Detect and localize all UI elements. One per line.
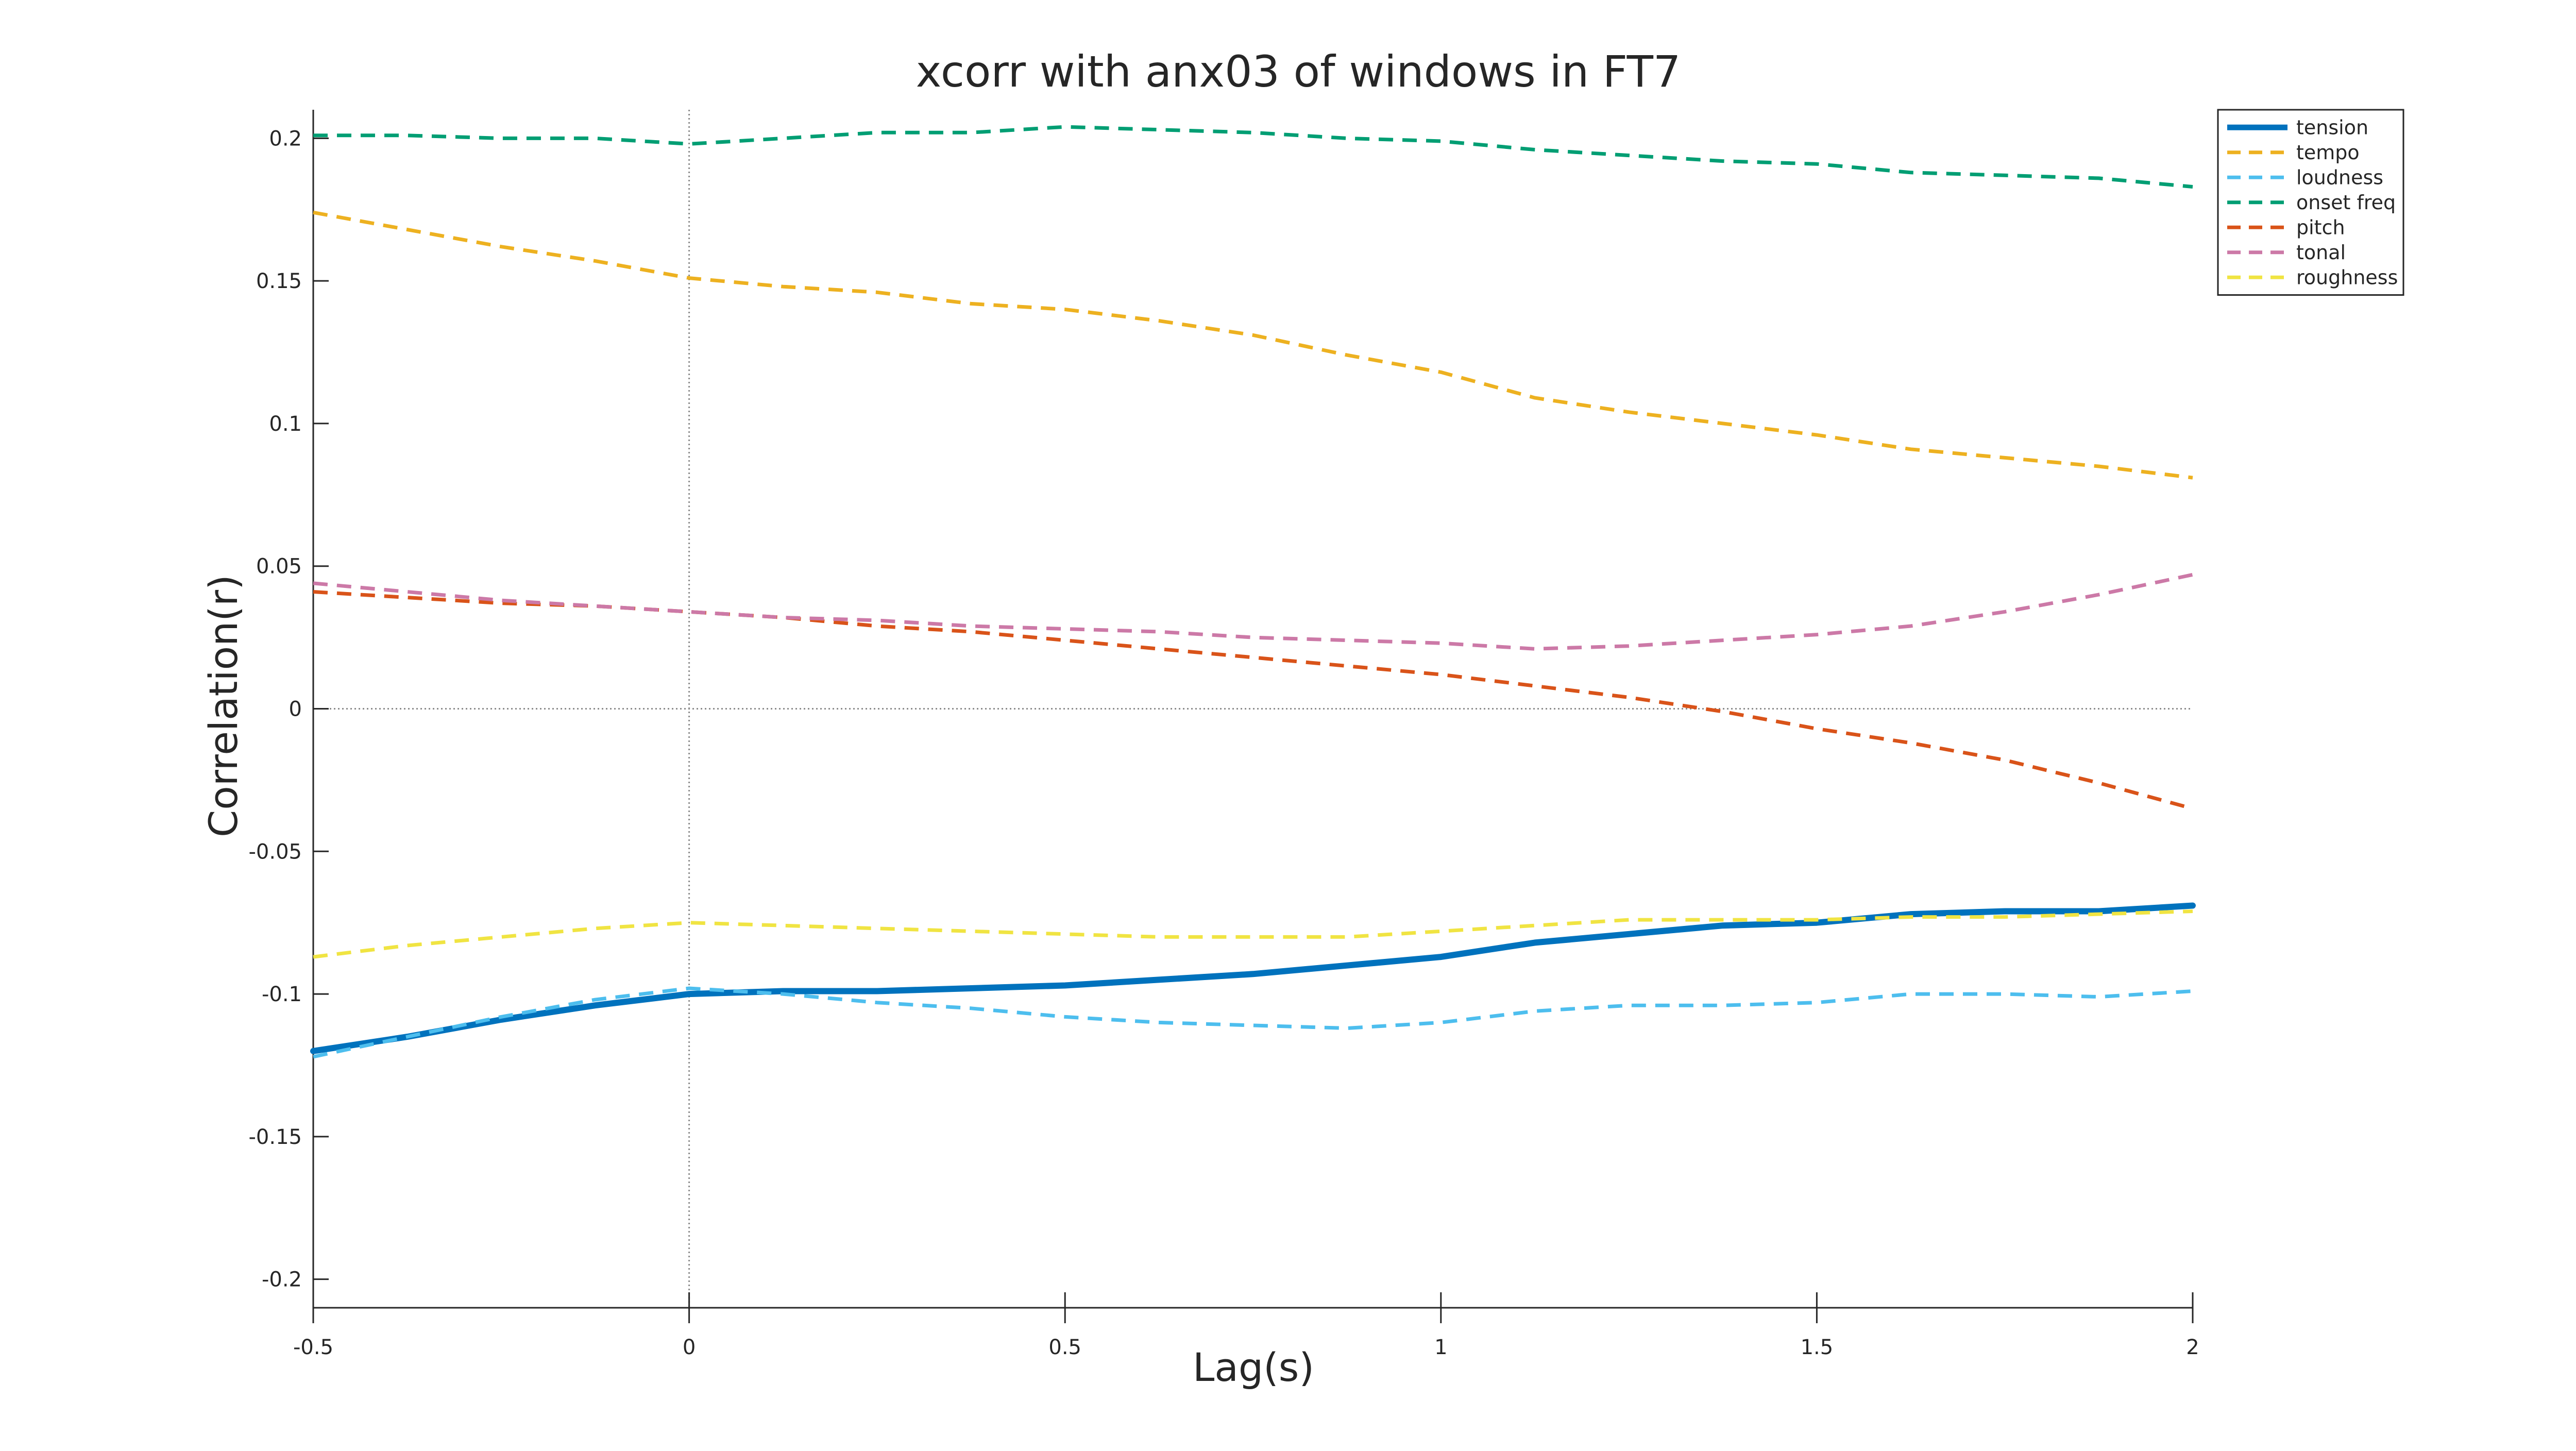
x-tick-label: -0.5 [293, 1336, 333, 1359]
y-tick-label: 0.15 [256, 269, 302, 293]
legend-entry-pitch: pitch [2296, 216, 2345, 239]
legend-entry-tempo: tempo [2296, 141, 2360, 164]
y-tick-label: -0.15 [249, 1125, 302, 1149]
legend-entry-tonal: tonal [2296, 241, 2346, 264]
x-tick-label: 0.5 [1048, 1336, 1081, 1359]
legend-entry-loudness: loudness [2296, 166, 2383, 189]
series-line-loudness [313, 986, 2193, 1059]
x-tick-label: 0 [683, 1336, 696, 1359]
y-tick-label: -0.05 [249, 840, 302, 864]
axis-ticks: -0.5 0 0.5 1 1.5 2 0.2 0.15 0.1 0.05 0 -0.05 -0.1 -0.… [249, 127, 2199, 1359]
x-axis-label: Lag(s) [1193, 1344, 1314, 1390]
reference-lines [313, 110, 2193, 1308]
y-tick-label: 0 [289, 698, 302, 721]
legend-entry-onset-freq: onset freq [2296, 191, 2396, 214]
y-axis-label: Correlation(r) [200, 575, 246, 837]
chart-title: xcorr with anx03 of windows in FT7 [916, 46, 1681, 97]
y-tick-label: 0.05 [256, 555, 302, 579]
legend-entry-roughness: roughness [2296, 266, 2398, 289]
series-line-tempo [313, 210, 2193, 480]
series-line-roughness [313, 909, 2193, 959]
y-tick-label: -0.1 [262, 983, 302, 1006]
x-tick-label: 1 [1434, 1336, 1447, 1359]
y-tick-label: 0.2 [269, 127, 302, 150]
x-tick-label: 1.5 [1801, 1336, 1834, 1359]
y-tick-label: 0.1 [269, 412, 302, 436]
x-tick-label: 2 [2186, 1336, 2199, 1359]
series-line-tonal [313, 572, 2193, 651]
data-series [310, 125, 2196, 1059]
y-tick-label: -0.2 [262, 1268, 302, 1292]
legend-entry-tension: tension [2296, 116, 2368, 139]
series-line-onset-freq [313, 125, 2193, 189]
